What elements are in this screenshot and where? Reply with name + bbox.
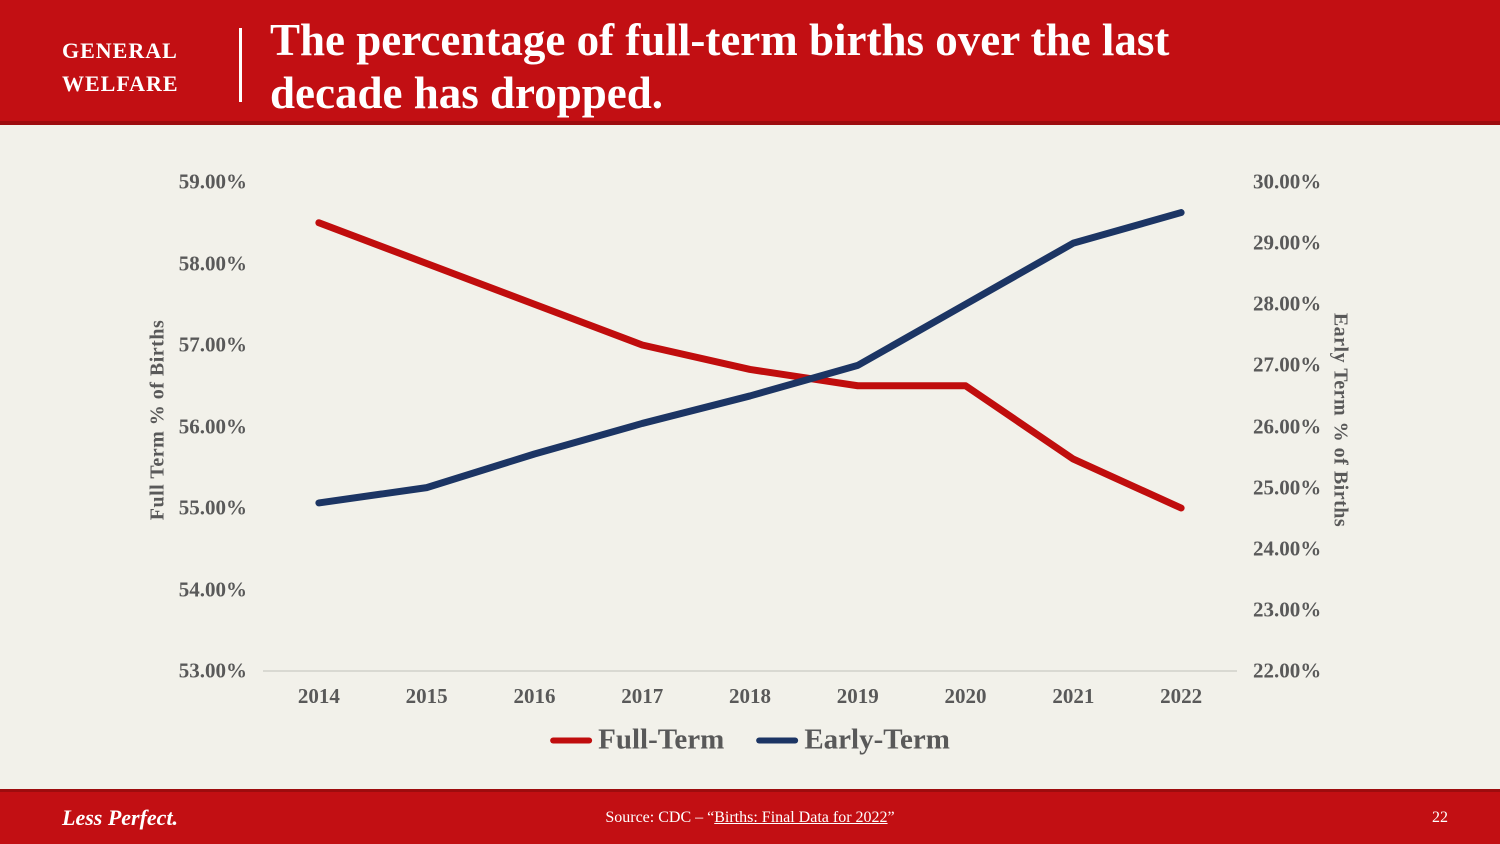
- x-axis-tick-2016: 2016: [513, 684, 556, 708]
- full-term-line-swatch: [550, 737, 593, 743]
- source-suffix: ”: [887, 809, 895, 826]
- brand-logo-text: Less Perfect.: [62, 805, 179, 830]
- right-axis-tick: 28.00%: [1253, 291, 1322, 316]
- x-axis-tick-2020: 2020: [944, 684, 987, 708]
- x-axis-tick-2017: 2017: [621, 684, 664, 708]
- title-line-2: decade has dropped.: [270, 67, 664, 118]
- header-band: GENERAL WELFARE The percentage of full-t…: [0, 0, 1500, 125]
- right-axis-title: Early Term % of Births: [1329, 312, 1352, 528]
- right-axis-tick: 22.00%: [1253, 658, 1322, 683]
- header-divider: [239, 28, 242, 102]
- right-axis-tick: 27.00%: [1253, 352, 1322, 377]
- legend-item-full-term: Full-Term: [550, 724, 724, 757]
- footer-band: Less Perfect. Source: CDC – “Births: Fin…: [0, 789, 1500, 844]
- right-axis-tick: 30.00%: [1253, 169, 1322, 194]
- series-line-early-term: [315, 209, 1185, 507]
- section-kicker: GENERAL WELFARE: [62, 34, 179, 100]
- page-title: The percentage of full-term births over …: [270, 14, 1450, 119]
- x-axis-tick-2014: 2014: [297, 684, 340, 708]
- legend-label-full-term: Full-Term: [598, 723, 725, 756]
- kicker-line-1: GENERAL: [62, 38, 178, 63]
- x-axis-tick-2021: 2021: [1052, 684, 1095, 708]
- x-axis-tick-2015: 2015: [405, 684, 448, 708]
- x-axis-line: [263, 670, 1237, 672]
- legend-label-early-term: Early-Term: [804, 723, 950, 756]
- right-axis-tick: 25.00%: [1253, 475, 1322, 500]
- right-axis-tick: 29.00%: [1253, 230, 1322, 255]
- page-number: 22: [1432, 809, 1448, 826]
- right-axis-tick: 23.00%: [1253, 597, 1322, 622]
- left-axis-tick: 56.00%: [178, 414, 247, 438]
- right-axis-tick: 24.00%: [1253, 536, 1322, 561]
- left-axis-tick: 55.00%: [178, 495, 247, 520]
- x-axis-tick-2022: 2022: [1160, 684, 1203, 708]
- source-link[interactable]: Births: Final Data for 2022: [714, 809, 888, 826]
- early-term-line-swatch: [756, 737, 799, 743]
- x-axis-tick-2019: 2019: [836, 684, 879, 708]
- left-axis-title: Full Term % of Births: [146, 319, 169, 521]
- left-axis-tick: 59.00%: [178, 169, 247, 194]
- source-prefix: Source: CDC – “: [605, 809, 715, 826]
- left-axis-tick: 57.00%: [178, 332, 247, 357]
- left-axis-tick: 53.00%: [178, 658, 247, 683]
- right-axis-tick: 26.00%: [1253, 414, 1322, 438]
- source-citation: Source: CDC – “Births: Final Data for 20…: [605, 809, 894, 827]
- series-line-full-term: [315, 219, 1185, 512]
- left-axis-tick: 54.00%: [178, 577, 247, 601]
- title-line-1: The percentage of full-term births over …: [270, 15, 1170, 65]
- left-axis-tick: 58.00%: [178, 251, 247, 275]
- legend-item-early-term: Early-Term: [756, 724, 950, 757]
- chart-legend: Full-Term Early-Term: [550, 724, 950, 757]
- x-axis-tick-2018: 2018: [729, 684, 771, 708]
- kicker-line-2: WELFARE: [62, 71, 179, 96]
